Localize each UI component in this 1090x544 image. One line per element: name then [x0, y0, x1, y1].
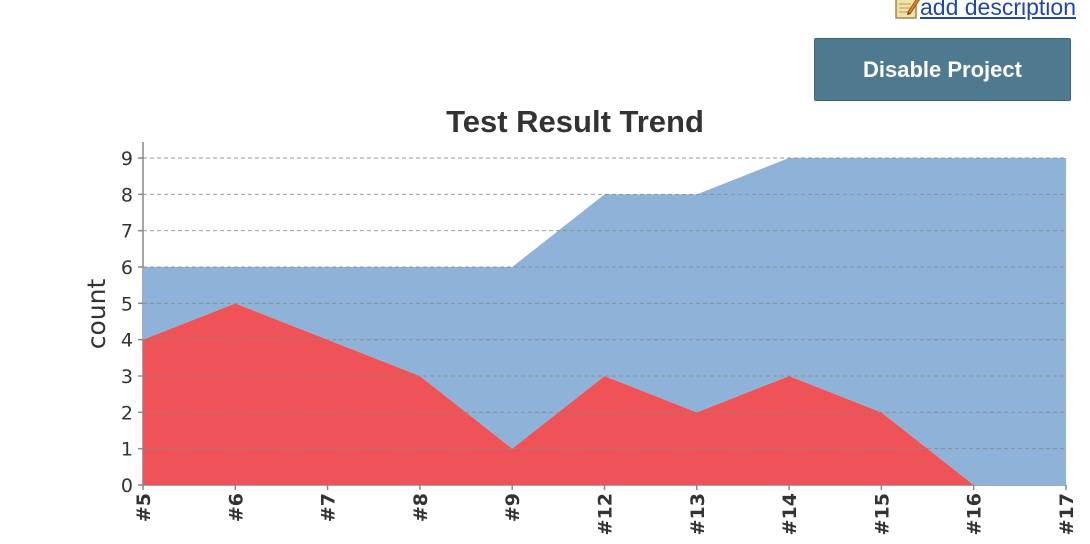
- add-description-link-group[interactable]: add description: [894, 0, 1076, 20]
- series-area-1: [143, 303, 1066, 485]
- x-tick-label-5: #12: [595, 493, 617, 535]
- x-tick-label-10: #17: [1056, 493, 1078, 535]
- x-tick-label-7: #14: [779, 493, 801, 535]
- y-axis-label: count: [82, 279, 111, 350]
- y-tick-label-9: 9: [121, 148, 133, 170]
- x-tick-label-6: #13: [687, 493, 709, 535]
- edit-note-icon: [895, 0, 920, 19]
- series-areas: [143, 158, 1066, 485]
- x-tick-label-8: #15: [871, 493, 893, 535]
- x-tick-label-0: #5: [133, 493, 155, 522]
- x-tick-label-9: #16: [964, 493, 986, 535]
- y-tick-label-7: 7: [121, 221, 133, 243]
- add-description-link[interactable]: add description: [920, 0, 1076, 20]
- y-tick-labels: 0 1 2 3 4 5 6 7 8 9: [121, 148, 133, 497]
- y-tick-label-3: 3: [121, 366, 133, 388]
- x-tick-label-4: #9: [502, 493, 524, 522]
- y-tick-label-4: 4: [121, 330, 133, 352]
- y-tick-label-8: 8: [121, 184, 133, 206]
- chart-title: Test Result Trend: [446, 104, 704, 139]
- series-area-2: [143, 158, 1066, 485]
- y-tick-label-5: 5: [121, 293, 133, 315]
- x-tick-label-1: #6: [225, 493, 247, 522]
- y-tick-label-0: 0: [121, 475, 133, 497]
- x-tick-label-3: #8: [410, 493, 432, 522]
- y-tick-label-6: 6: [121, 257, 133, 279]
- x-tick-label-2: #7: [318, 493, 340, 522]
- y-tick-label-1: 1: [121, 439, 133, 461]
- x-tick-labels: #5 #6 #7 #8 #9 #12 #13 #14 #15 #16 #17: [133, 493, 1078, 535]
- disable-project-button[interactable]: Disable Project: [814, 38, 1071, 101]
- y-tick-label-2: 2: [121, 402, 133, 424]
